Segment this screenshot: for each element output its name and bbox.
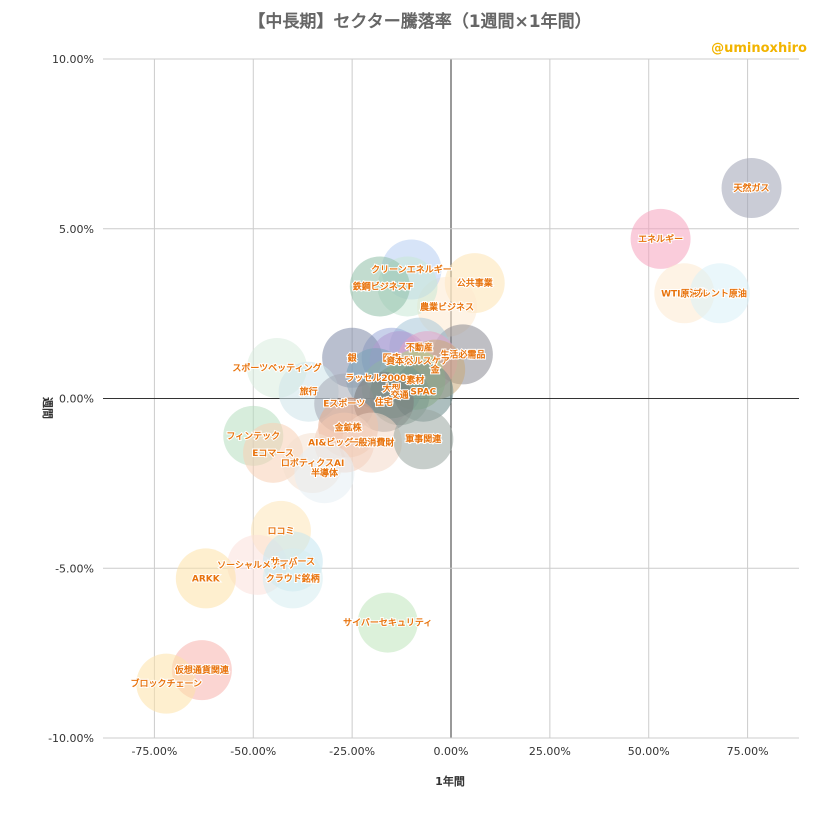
bubble-label: ARKK bbox=[192, 574, 221, 584]
y-axis-label: 週間 bbox=[41, 397, 55, 419]
bubble-label: 生活必需品 bbox=[440, 348, 485, 360]
x-tick-label: 50.00% bbox=[628, 745, 670, 758]
y-tick-label: 0.00% bbox=[59, 393, 94, 406]
bubble bbox=[393, 409, 454, 470]
chart-title: 【中長期】セクター騰落率（1週間×1年間） bbox=[248, 11, 591, 32]
bubble-label: スポーツベッティング bbox=[232, 362, 321, 374]
bubble bbox=[357, 592, 418, 653]
x-tick-label: 75.00% bbox=[727, 745, 769, 758]
bubble-label: サーバース bbox=[271, 556, 315, 567]
bubble-label: 仮想通貨関連 bbox=[174, 664, 230, 676]
y-tick-label: 10.00% bbox=[52, 53, 94, 66]
bubble-label: WTI原油先 bbox=[661, 287, 707, 299]
bubble-label: クリーンエネルギー bbox=[371, 263, 452, 275]
bubble-label: ブロックチェーン bbox=[130, 678, 202, 690]
bubble-label: ロボティクスAI bbox=[281, 457, 345, 469]
y-tick-label: -5.00% bbox=[55, 562, 94, 575]
bubble bbox=[136, 653, 197, 714]
x-tick-label: 0.00% bbox=[434, 745, 469, 758]
x-axis-label: 1年間 bbox=[435, 774, 465, 788]
bubble-label: 旅行 bbox=[300, 386, 318, 398]
bubble bbox=[689, 263, 750, 324]
bubble-label: 医療 bbox=[383, 352, 401, 364]
bubble-label: Eコマース bbox=[252, 448, 294, 459]
tick-labels: -75.00% -50.00% -25.00% 0.00% 25.00% 50.00% 75… bbox=[48, 53, 768, 758]
bubble-label: 交通 bbox=[391, 389, 409, 401]
bubble-label: 軍事関連 bbox=[405, 433, 442, 445]
bubble-label: フィンテック bbox=[226, 431, 280, 442]
x-tick-label: -25.00% bbox=[329, 745, 375, 758]
bubble-label: 一般消費財 bbox=[349, 437, 394, 449]
bubble-label: ロコミ bbox=[267, 526, 294, 537]
bubble-label: TF bbox=[401, 282, 413, 292]
bubble bbox=[341, 412, 402, 473]
bubble-label: 不動産 bbox=[406, 342, 433, 354]
bubble bbox=[294, 443, 355, 504]
bubble-label: ヘルスケア bbox=[405, 356, 450, 367]
watermark-handle: @uminoxhiro bbox=[711, 41, 807, 56]
bubble-label: ソーシャルメディア bbox=[217, 559, 297, 571]
bubble bbox=[721, 158, 782, 219]
bubble-label: クラウド銘柄 bbox=[266, 572, 320, 584]
bubble-label: 素材 bbox=[406, 374, 424, 386]
bubbles bbox=[136, 158, 782, 714]
bubble-label: 大型 bbox=[383, 382, 401, 394]
y-tick-label: 5.00% bbox=[59, 223, 94, 236]
bubble-label: 農業ビジネス bbox=[420, 301, 474, 313]
bubble-label: 半導体 bbox=[311, 467, 339, 479]
bubble-label: 住宅 bbox=[375, 396, 393, 408]
bubble bbox=[630, 208, 691, 269]
bubble bbox=[262, 548, 323, 609]
bubble-label: 天然ガス bbox=[734, 182, 770, 194]
bubble-label: サイバーセキュリティ bbox=[343, 618, 432, 629]
x-tick-label: -50.00% bbox=[230, 745, 276, 758]
bubble-label: エネルギー bbox=[638, 233, 683, 245]
y-tick-label: -10.00% bbox=[48, 732, 94, 745]
x-tick-label: 25.00% bbox=[529, 745, 571, 758]
bubble bbox=[175, 548, 236, 609]
bubble-label: 金鉱株 bbox=[334, 421, 363, 433]
bubble-label: ブレント原油 bbox=[693, 287, 747, 299]
x-tick-label: -75.00% bbox=[131, 745, 177, 758]
bubble-label: Eスポーツ bbox=[323, 398, 365, 410]
bubble-label: AI&ビッグデータ bbox=[308, 437, 380, 449]
bubble-label: 金 bbox=[430, 364, 441, 376]
bubble-label: 銀 bbox=[348, 352, 357, 364]
bubble bbox=[349, 256, 410, 317]
bubble-label: 公共事業 bbox=[457, 277, 494, 289]
bubble-label: SPAC bbox=[410, 388, 436, 398]
bubble-label: 資本財 bbox=[386, 355, 413, 367]
bubble-label: ラッセル2000 bbox=[345, 373, 406, 384]
bubble-label: 鉄鋼ビジネス bbox=[353, 280, 407, 292]
